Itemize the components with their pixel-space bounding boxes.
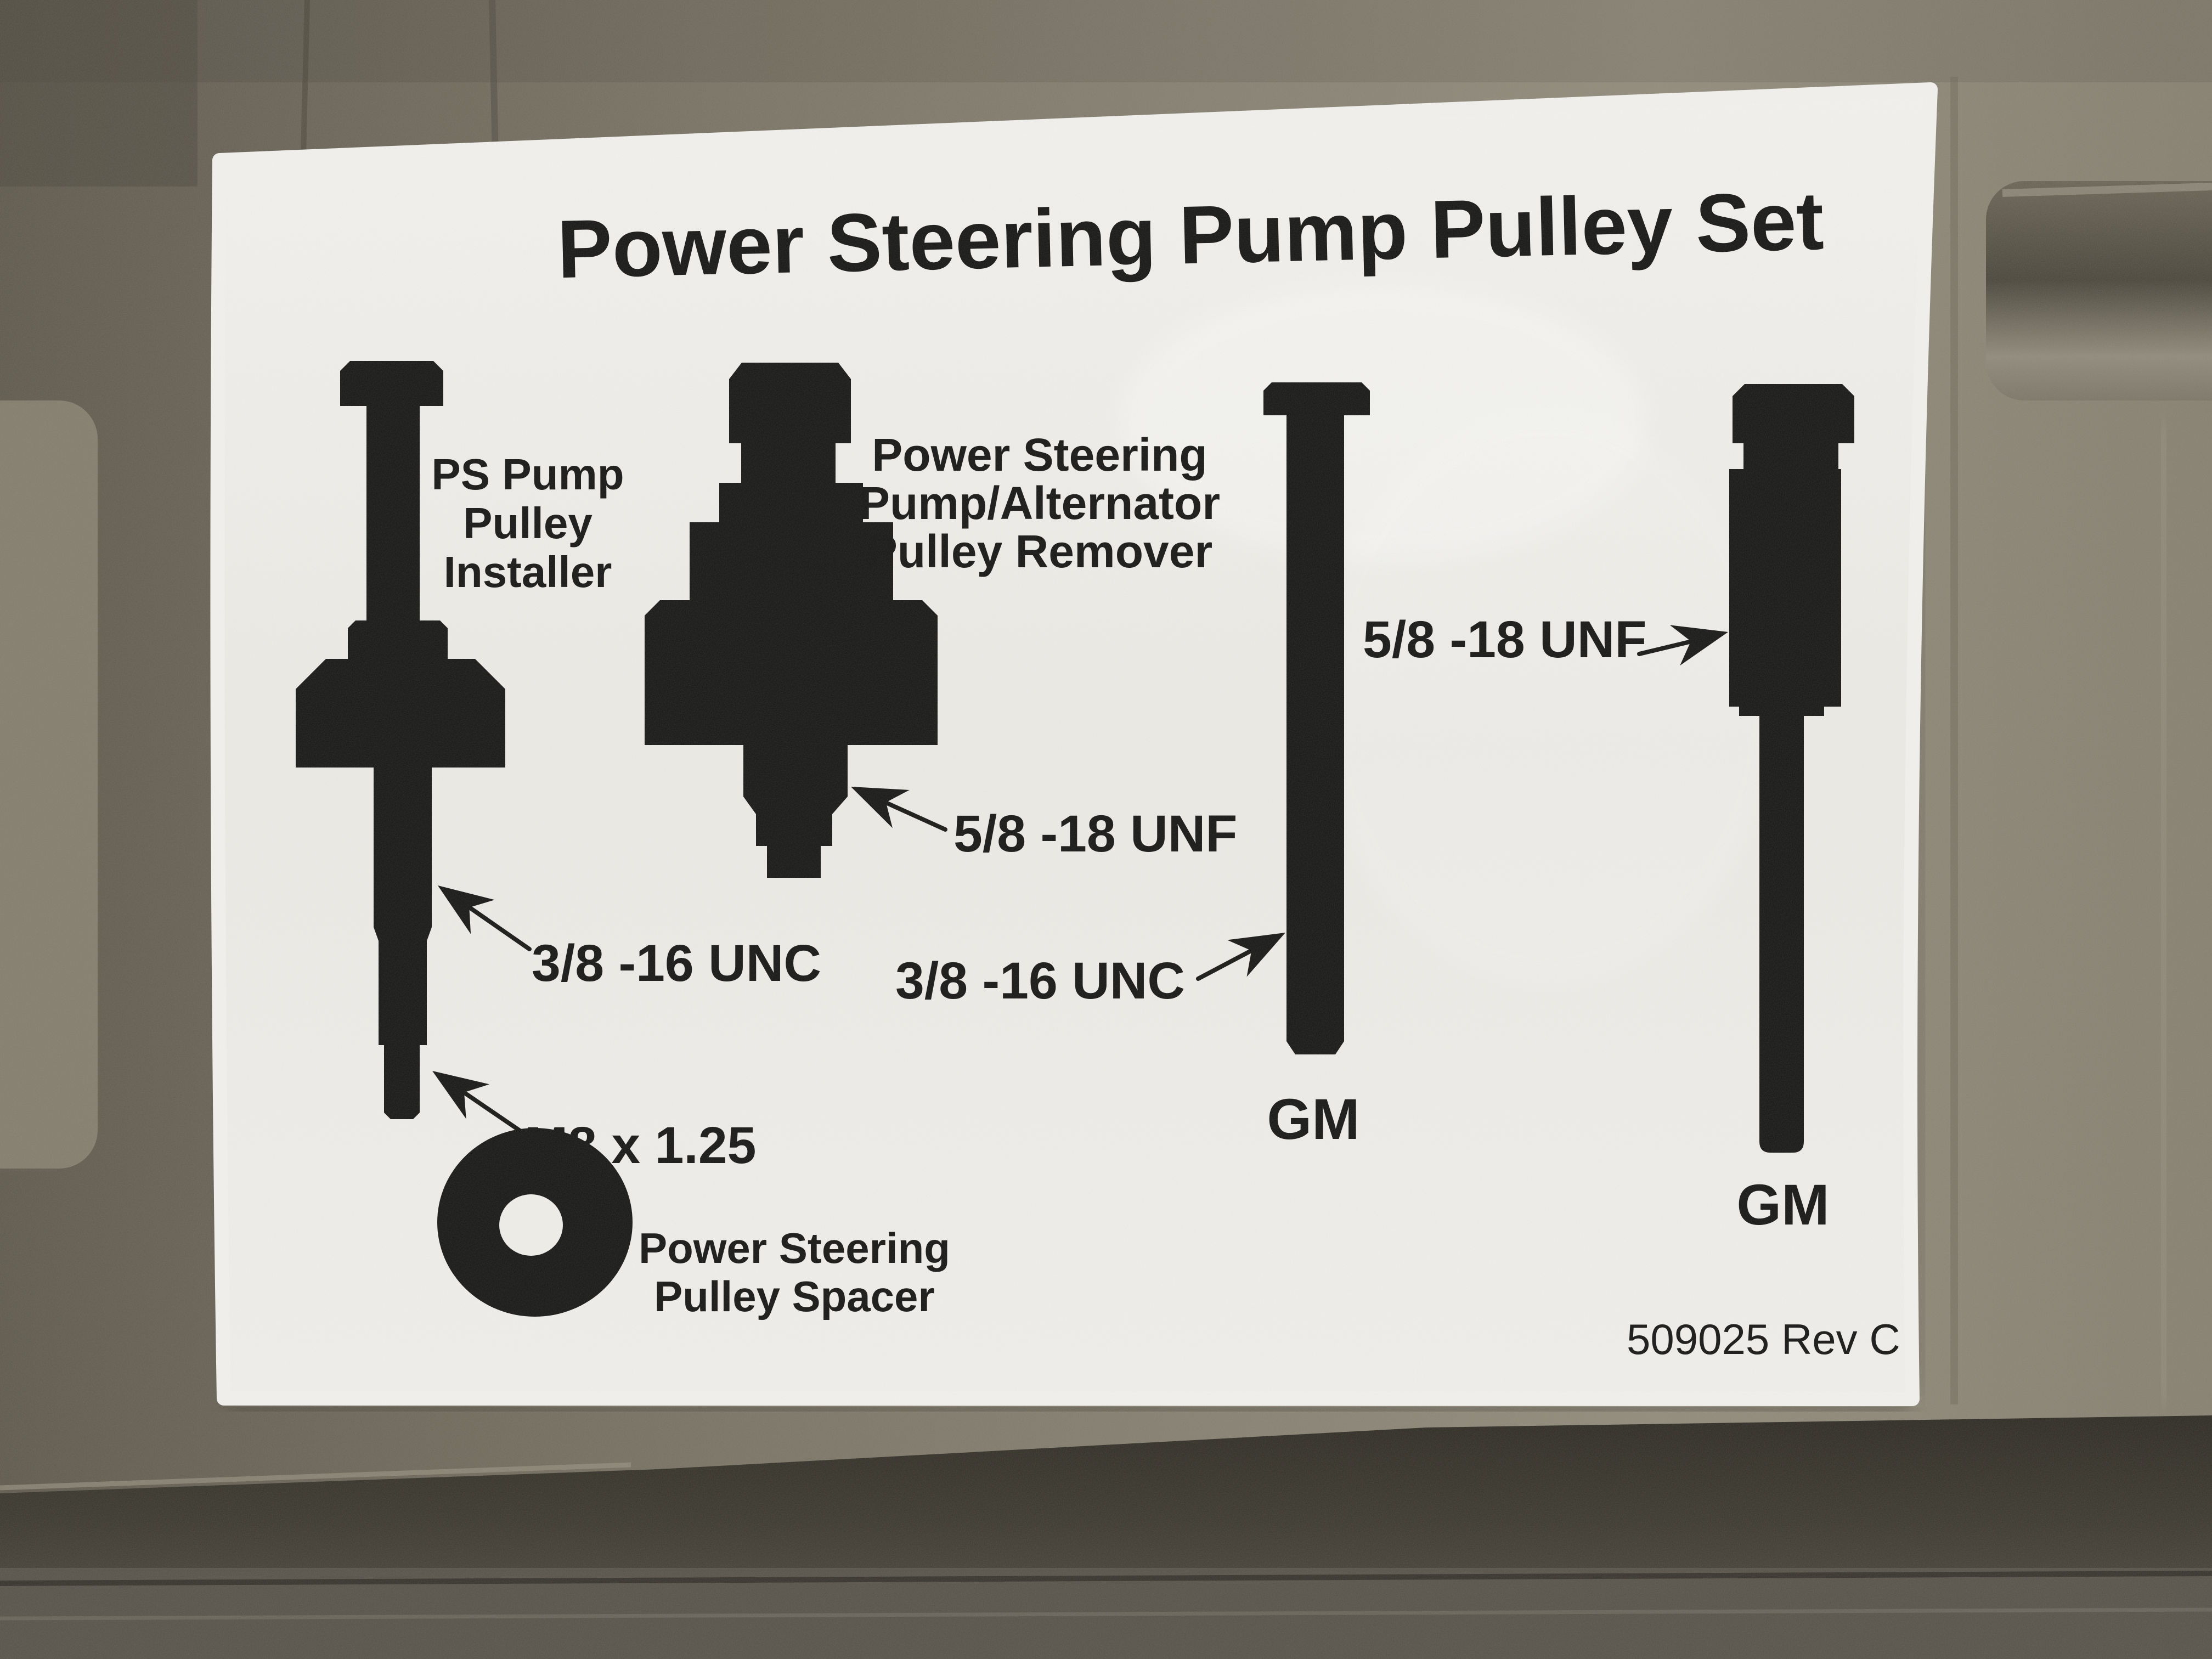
photo-of-tool-case-label: Power Steering Pump Pulley Set PS Pump P…: [0, 0, 2212, 1659]
photo-grain-overlay: [0, 0, 2212, 1659]
